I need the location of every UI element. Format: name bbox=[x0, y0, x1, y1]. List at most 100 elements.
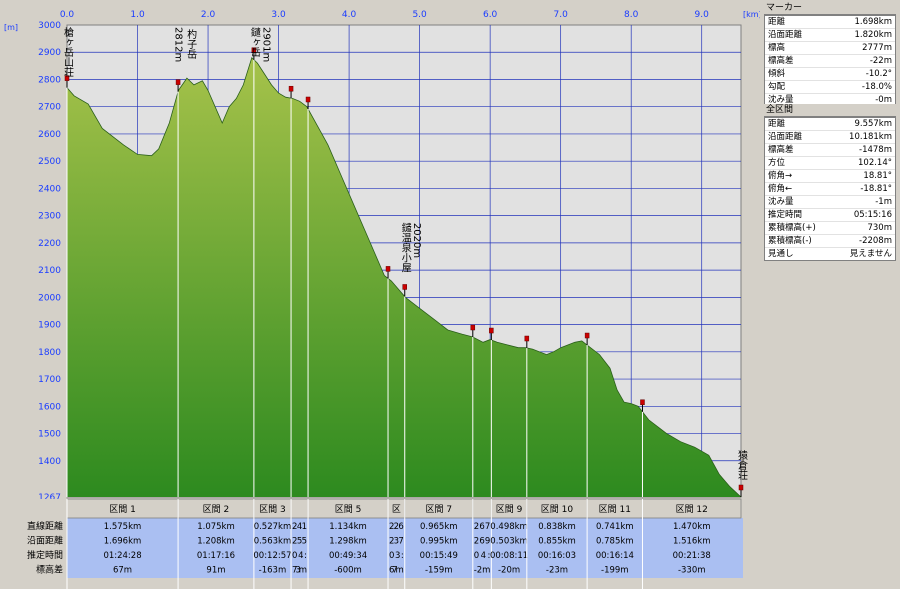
section-cell: 0.785km bbox=[596, 537, 634, 547]
y-tick-label: 2300 bbox=[38, 212, 61, 222]
y-tick-label: 2400 bbox=[38, 184, 61, 194]
info-key: 傾斜 bbox=[768, 69, 786, 79]
section-header: 区間 7 bbox=[425, 504, 452, 515]
marker-flag bbox=[64, 75, 70, 81]
section-cell: 00:12:57 bbox=[253, 551, 291, 561]
point-label: 猿倉荘 bbox=[736, 449, 748, 481]
y-tick-label: 2200 bbox=[38, 239, 61, 249]
info-key: 累積標高(-) bbox=[768, 236, 812, 246]
point-label: 2020m bbox=[411, 223, 422, 258]
x-axis-ticks: 0.0 1.0 2.0 3.0 4.0 5.0 6.0 7.0 8.0 9.0 bbox=[60, 10, 709, 20]
y-tick-label: 1267 bbox=[38, 493, 61, 503]
info-row: 標高 2777m bbox=[765, 42, 895, 55]
info-key: 標高 bbox=[768, 43, 786, 53]
section-cell: 0.965km bbox=[420, 522, 458, 532]
section-cell: 67m bbox=[389, 566, 404, 576]
point-label: 鑓温泉小屋 bbox=[399, 222, 411, 273]
section-header: 区間 3 bbox=[259, 504, 286, 515]
section-cell: 0.855km bbox=[538, 537, 576, 547]
info-value: -1478m bbox=[859, 145, 892, 155]
section-header-cell bbox=[472, 498, 492, 519]
info-row: 距離 9.557km bbox=[765, 118, 895, 131]
info-value: -1m bbox=[875, 197, 892, 207]
info-value: -18.0% bbox=[861, 82, 892, 92]
info-row: 見通し 見えません bbox=[765, 248, 895, 260]
info-value: 見えません bbox=[849, 249, 892, 259]
info-value: -2208m bbox=[859, 236, 892, 246]
row-label: 推定時間 bbox=[27, 549, 63, 561]
section-header: 区間 9 bbox=[496, 504, 523, 515]
section-cell: 04: bbox=[292, 551, 307, 561]
section-cell: 0.995km bbox=[420, 537, 458, 547]
info-key: 俯角→ bbox=[768, 171, 793, 181]
section-cell: 237 bbox=[389, 537, 404, 547]
point-label: 槍ヶ岳山荘 bbox=[62, 26, 74, 78]
info-key: 見通し bbox=[768, 249, 794, 259]
y-axis-unit: [m] bbox=[4, 23, 18, 32]
section-cell: 67m bbox=[113, 566, 132, 576]
section-header: 区 bbox=[392, 504, 401, 515]
marker-flag bbox=[402, 284, 407, 290]
marker-flag bbox=[470, 324, 476, 331]
info-value: -18.81° bbox=[860, 184, 892, 194]
section-cell: 1.470km bbox=[673, 522, 711, 532]
y-tick-label: 2800 bbox=[38, 75, 61, 85]
marker-flag bbox=[640, 399, 645, 406]
point-label: 杓子岳 bbox=[185, 28, 197, 60]
info-key: 距離 bbox=[768, 119, 786, 129]
info-value: 05:15:16 bbox=[853, 210, 892, 220]
x-tick-label: 5.0 bbox=[412, 10, 427, 20]
section-cell: 226 bbox=[389, 522, 404, 532]
point-labels: 槍ヶ岳山荘 2812m 杓子岳 鑓ヶ岳 2901m 鑓温泉小屋 2020m 猿倉荘 bbox=[62, 26, 748, 481]
info-key: 沿面距離 bbox=[768, 132, 803, 142]
section-cell: 1.696km bbox=[104, 537, 142, 547]
section-header: 区間 11 bbox=[599, 504, 631, 515]
info-value: -22m bbox=[869, 56, 892, 66]
section-cell: 0.503km bbox=[490, 537, 528, 547]
info-row: 沿面距離 1.820km bbox=[765, 29, 895, 42]
info-value: -0m bbox=[875, 95, 892, 105]
marker-flag bbox=[738, 484, 744, 491]
info-value: 9.557km bbox=[854, 119, 892, 129]
section-cell: -159m bbox=[425, 566, 453, 576]
section-cell: -600m bbox=[334, 566, 362, 576]
section-header: 区間 12 bbox=[676, 504, 708, 515]
marker-panel-rows: 距離 1.698km 沿面距離 1.820km 標高 2777m 標高差 -22m 傾斜 -10.… bbox=[764, 15, 896, 107]
section-cell: -23m bbox=[546, 566, 568, 576]
section-cell: 267 bbox=[474, 522, 491, 532]
elevation-profile-chart: 0.0 1.0 2.0 3.0 4.0 5.0 6.0 7.0 8.0 9.0 3000 2900 2… bbox=[4, 10, 760, 589]
section-cell: 1.298km bbox=[329, 537, 367, 547]
point-label: 鑓ヶ岳 bbox=[248, 26, 260, 58]
info-row: 沿面距離 10.181km bbox=[765, 131, 895, 144]
y-tick-label: 1500 bbox=[38, 430, 61, 440]
y-tick-label: 1700 bbox=[38, 375, 61, 385]
section-cell: 1.208km bbox=[197, 537, 235, 547]
info-row: 距離 1.698km bbox=[765, 16, 895, 29]
x-tick-label: 6.0 bbox=[483, 10, 498, 20]
info-value: 1.820km bbox=[854, 30, 892, 40]
x-tick-label: 3.0 bbox=[271, 10, 286, 20]
section-header: 区間 1 bbox=[109, 504, 136, 515]
marker-flag bbox=[584, 332, 590, 339]
marker-flag bbox=[305, 96, 311, 103]
info-key: 推定時間 bbox=[768, 210, 803, 220]
section-cell: 0.527km bbox=[254, 522, 292, 532]
info-row: 勾配 -18.0% bbox=[765, 81, 895, 94]
section-cell: 91m bbox=[206, 566, 225, 576]
info-row: 推定時間 05:15:16 bbox=[765, 209, 895, 222]
info-value: 2777m bbox=[862, 43, 892, 53]
section-cell: 1.575km bbox=[104, 522, 142, 532]
section-cell: -163m bbox=[259, 566, 287, 576]
info-row: 累積標高(+) 730m bbox=[765, 222, 895, 235]
x-tick-label: 8.0 bbox=[624, 10, 639, 20]
info-key: 沈み量 bbox=[768, 95, 794, 105]
section-cell: 0.498km bbox=[490, 522, 528, 532]
y-tick-label: 1800 bbox=[38, 348, 61, 358]
section-cell: 00:16:03 bbox=[538, 551, 576, 561]
marker-panel: マーカー 距離 1.698km 沿面距離 1.820km 標高 2777m 標高差 -22m 傾… bbox=[764, 2, 896, 107]
section-cell: 0.741km bbox=[596, 522, 634, 532]
section-cell: 255 bbox=[292, 537, 307, 547]
section-cell: 00:16:14 bbox=[596, 551, 634, 561]
section-cell: 1.516km bbox=[673, 537, 711, 547]
section-header: 区間 2 bbox=[203, 504, 230, 515]
